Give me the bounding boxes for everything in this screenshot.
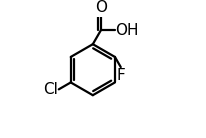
Text: OH: OH: [115, 23, 139, 38]
Text: O: O: [95, 0, 107, 15]
Text: Cl: Cl: [43, 82, 58, 97]
Text: F: F: [116, 68, 125, 83]
